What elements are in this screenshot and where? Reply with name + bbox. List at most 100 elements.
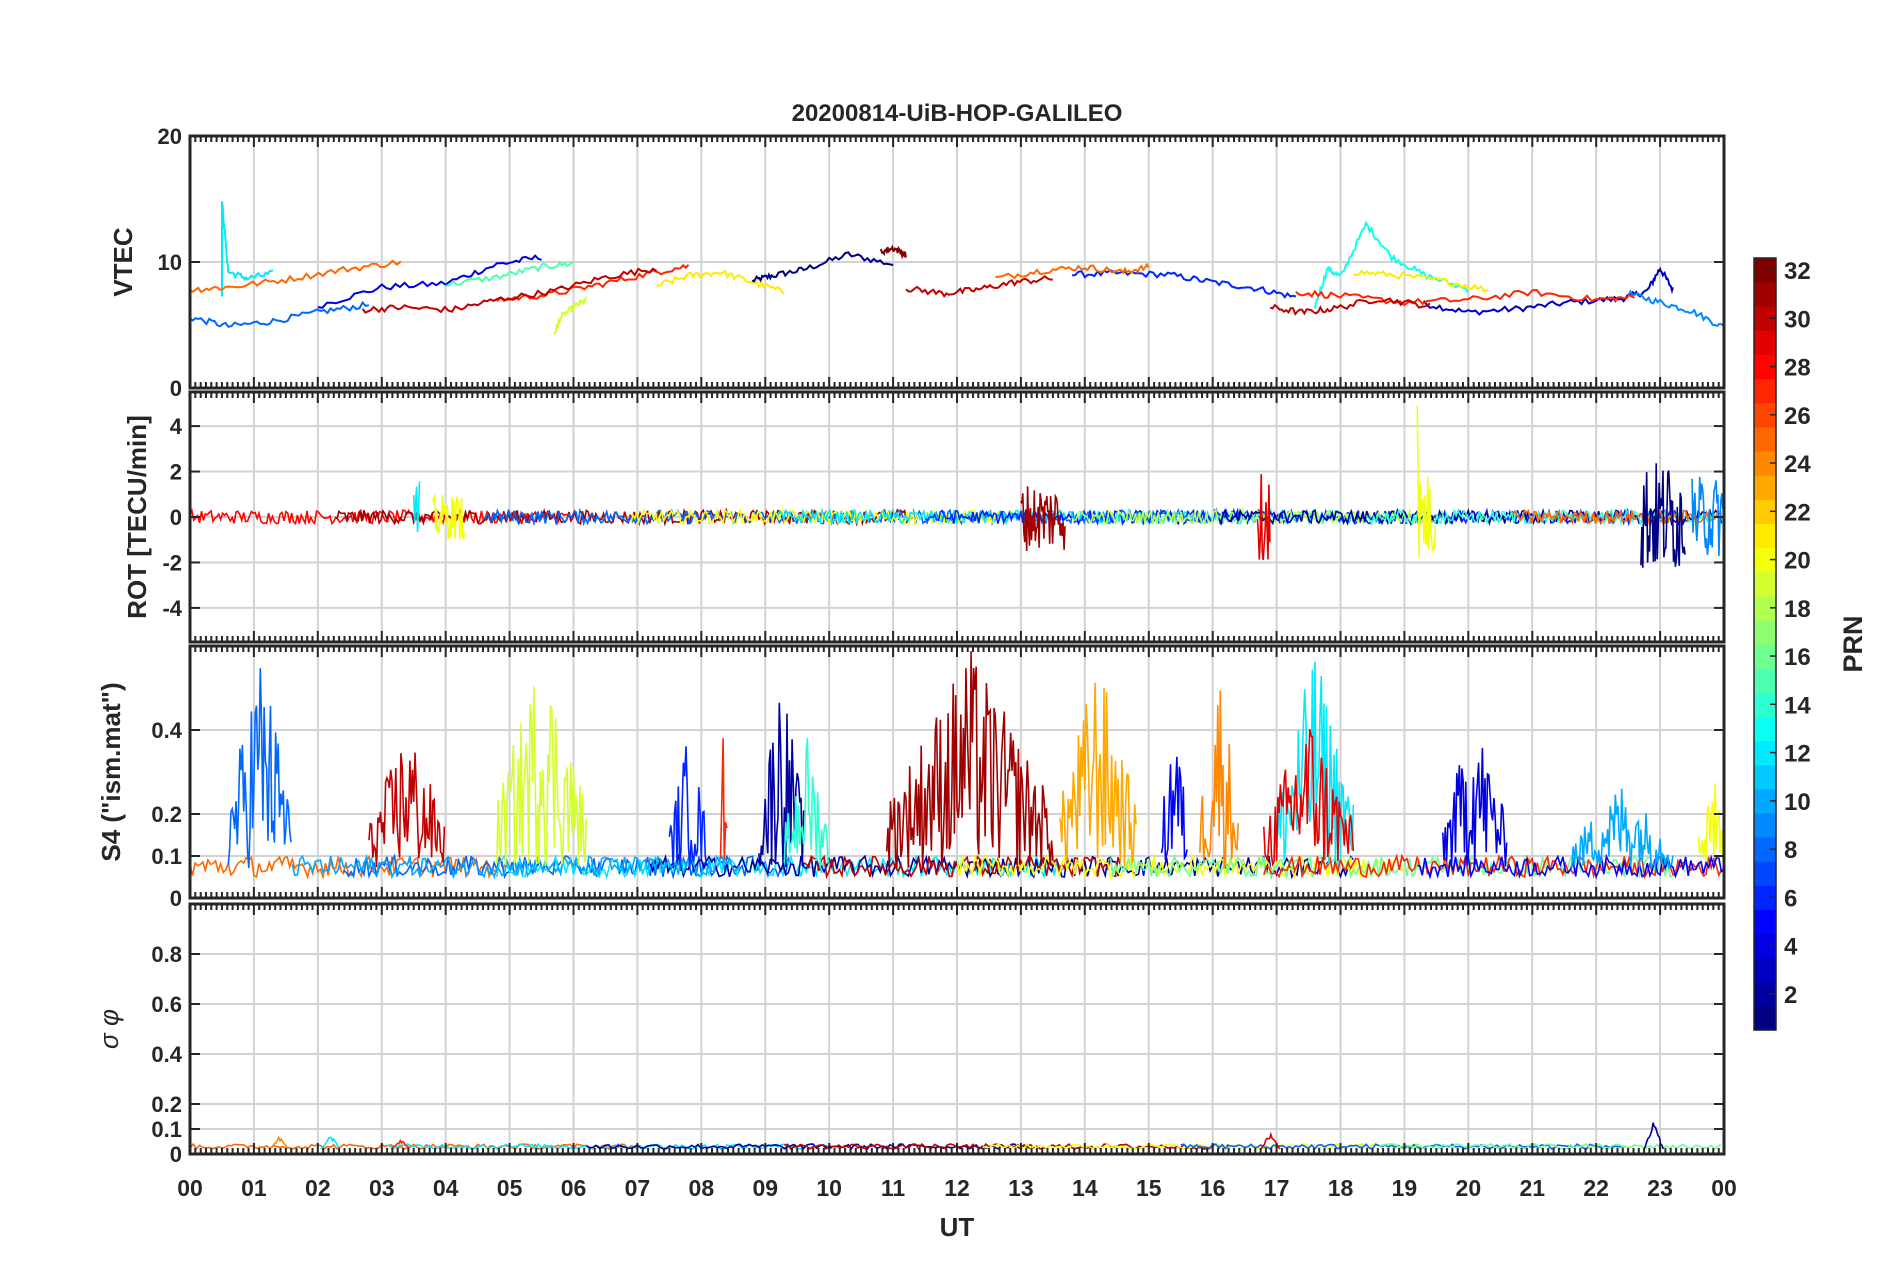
x-tick-label: 14 bbox=[1072, 1175, 1098, 1201]
vtec-trace-prn-30 bbox=[361, 267, 658, 314]
s4-trace-prn-10 bbox=[291, 853, 741, 880]
y-tick-label: -4 bbox=[162, 596, 182, 621]
colorbar-swatch-27 bbox=[1754, 378, 1776, 404]
s4-event-prn-24 bbox=[1199, 690, 1239, 870]
rot-burst-prn-29 bbox=[1256, 474, 1271, 560]
y-tick-label: 0.2 bbox=[151, 1092, 182, 1117]
colorbar-tick-label: 2 bbox=[1784, 982, 1797, 1009]
s4-event-prn-4 bbox=[1442, 747, 1508, 867]
y-tick-label: 0.4 bbox=[151, 718, 182, 743]
vtec-trace-prn-30 bbox=[905, 275, 1053, 298]
panel-data bbox=[190, 651, 1724, 880]
colorbar-tick-label: 12 bbox=[1784, 741, 1811, 768]
panel-s4: 0 0.1 0.2 0.4 S4 ("ism.mat") bbox=[96, 644, 1726, 911]
sigma-trace-prn-8 bbox=[1180, 1143, 1625, 1151]
colorbar-swatch-13 bbox=[1754, 716, 1776, 742]
colorbar-swatch-32 bbox=[1754, 258, 1776, 283]
x-tick-label: 01 bbox=[241, 1175, 267, 1201]
x-tick-label: 21 bbox=[1519, 1175, 1545, 1201]
colorbar-tick-label: 16 bbox=[1784, 644, 1811, 671]
colorbar-label: PRN bbox=[1838, 615, 1868, 672]
vtec-trace-prn-3 bbox=[1422, 266, 1674, 317]
x-tick-label: 11 bbox=[881, 1175, 906, 1201]
x-tick-label: 15 bbox=[1136, 1175, 1162, 1201]
colorbar-tick-label: 6 bbox=[1784, 885, 1797, 912]
vtec-trace-prn-21 bbox=[1353, 269, 1489, 293]
colorbar-tick-label: 18 bbox=[1784, 596, 1811, 623]
vtec-trace-prn-27 bbox=[496, 263, 690, 303]
x-tick-labels: 00 01 02 03 04 05 06 07 08 09 10 11 12 13 14 15 16 17 18 19… bbox=[177, 1175, 1737, 1201]
x-tick-label: 03 bbox=[369, 1175, 395, 1201]
colorbar-tick-label: 10 bbox=[1784, 789, 1811, 816]
x-tick-label: 12 bbox=[944, 1175, 970, 1201]
colorbar-tick-label: 20 bbox=[1784, 548, 1811, 575]
x-tick-label: 16 bbox=[1200, 1175, 1226, 1201]
rot-burst-prn-31 bbox=[1020, 486, 1066, 552]
y-tick-label: 0 bbox=[170, 376, 182, 401]
y-tick-label: 0.8 bbox=[151, 942, 182, 967]
y-tick-label: 2 bbox=[170, 460, 182, 485]
colorbar-swatch-7 bbox=[1754, 861, 1776, 886]
panel-data bbox=[190, 405, 1724, 568]
colorbar-swatch-28 bbox=[1754, 354, 1776, 380]
vtec-trace-prn-1 bbox=[751, 251, 894, 284]
vtec-trace-prn-32 bbox=[879, 244, 907, 260]
s4-event-prn-14 bbox=[783, 738, 830, 868]
colorbar-frame bbox=[1753, 257, 1777, 1031]
colorbar-swatch-24 bbox=[1754, 451, 1776, 476]
y-axis-label: S4 ("ism.mat") bbox=[96, 682, 126, 861]
y-tick-label: 0.1 bbox=[151, 1117, 182, 1142]
sigma-trace-prn-16 bbox=[1378, 1143, 1722, 1151]
vtec-trace-prn-13 bbox=[1313, 220, 1470, 309]
y-axis-label: VTEC bbox=[108, 227, 138, 297]
rot-burst-prn-9 bbox=[1691, 476, 1724, 557]
rot-burst-prn-1 bbox=[1640, 463, 1686, 568]
y-tick-label: 0.4 bbox=[151, 1042, 182, 1067]
colorbar-tick-label: 22 bbox=[1784, 499, 1811, 526]
y-tick-label: 0.1 bbox=[151, 844, 182, 869]
panel-vtec: 0 10 20 VTEC bbox=[108, 124, 1726, 401]
colorbar-swatch-15 bbox=[1754, 668, 1776, 693]
vtec-trace-prn-8 bbox=[190, 300, 370, 328]
y-tick-label: 0.6 bbox=[151, 992, 182, 1017]
colorbar-swatch-30 bbox=[1754, 306, 1776, 331]
x-ticks bbox=[189, 136, 1725, 388]
x-tick-label: 22 bbox=[1583, 1175, 1609, 1201]
colorbar-swatch-11 bbox=[1754, 764, 1776, 790]
panel-sigma: 00.10.2 0.4 0.6 0.8 σ φ bbox=[94, 902, 1726, 1167]
x-axis-label: UT bbox=[940, 1212, 975, 1242]
vtec-trace-prn-25 bbox=[995, 262, 1150, 280]
y-tick-label: 20 bbox=[158, 124, 182, 149]
colorbar-swatch-2 bbox=[1754, 981, 1776, 1007]
s4-event-prn-27 bbox=[719, 738, 728, 860]
s4-event-prn-5 bbox=[1160, 756, 1188, 862]
x-tick-label: 02 bbox=[305, 1175, 331, 1201]
x-tick-label: 05 bbox=[497, 1175, 523, 1201]
x-tick-label: 07 bbox=[625, 1175, 651, 1201]
y-tick-label: -2 bbox=[162, 550, 182, 575]
y-axis-label: ROT [TECU/min] bbox=[122, 415, 152, 619]
colorbar-swatch-19 bbox=[1754, 571, 1776, 597]
s4-event-prn-30 bbox=[368, 752, 446, 868]
x-tick-label: 10 bbox=[816, 1175, 842, 1201]
colorbar-tick-label: 28 bbox=[1784, 355, 1811, 382]
colorbar-swatch-25 bbox=[1754, 426, 1776, 452]
x-tick-label: 00 bbox=[1711, 1175, 1737, 1201]
s4-event-prn-12 bbox=[1275, 661, 1355, 867]
colorbar-swatch-10 bbox=[1754, 788, 1776, 814]
y-tick-label: 0 bbox=[170, 505, 182, 530]
colorbar-swatch-20 bbox=[1754, 547, 1776, 573]
colorbar-swatch-9 bbox=[1754, 812, 1776, 838]
x-tick-label: 00 bbox=[177, 1175, 203, 1201]
colorbar-swatch-22 bbox=[1754, 499, 1776, 524]
s4-event-prn-23 bbox=[1058, 682, 1137, 867]
x-ticks bbox=[189, 646, 1725, 898]
panel-data bbox=[190, 201, 1724, 335]
x-tick-label: 13 bbox=[1008, 1175, 1034, 1201]
s4-event-prn-2 bbox=[758, 702, 805, 868]
colorbar-swatch-26 bbox=[1754, 402, 1776, 428]
x-tick-label: 08 bbox=[689, 1175, 715, 1201]
colorbar-tick-label: 32 bbox=[1784, 258, 1811, 285]
colorbar-swatch-29 bbox=[1754, 330, 1776, 356]
colorbar-tick-label: 30 bbox=[1784, 306, 1811, 333]
